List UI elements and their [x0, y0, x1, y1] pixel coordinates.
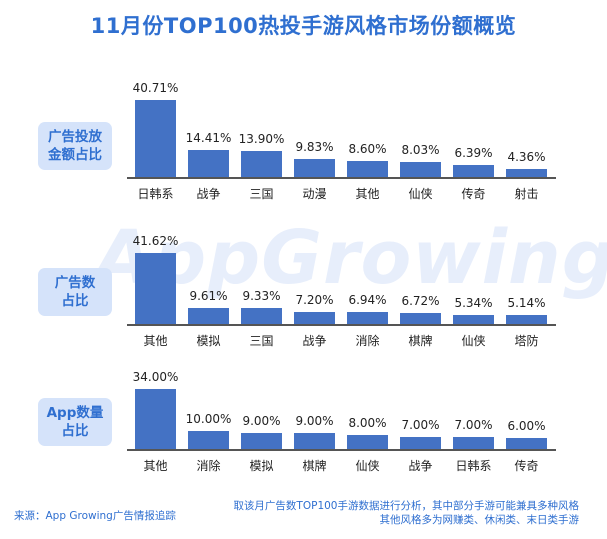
bar-传奇 — [506, 438, 547, 449]
category-label: 其他 — [143, 459, 168, 473]
bar-战争 — [294, 312, 335, 324]
category-label: 模拟 — [196, 334, 221, 348]
value-label: 6.94% — [348, 293, 387, 307]
bar-战争 — [188, 150, 229, 177]
value-label: 9.00% — [242, 414, 281, 428]
bar-消除 — [188, 431, 229, 449]
category-label: 棋牌 — [302, 459, 327, 473]
bar-三国 — [241, 308, 282, 324]
panel-label-ad-spend: 广告投放 金额占比 — [38, 122, 112, 170]
value-label: 7.00% — [401, 418, 440, 432]
category-label: 战争 — [408, 459, 433, 473]
value-label: 8.03% — [401, 143, 440, 157]
method-note-line1: 取该月广告数TOP100手游数据进行分析，其中部分手游可能兼具多种风格 — [233, 500, 579, 512]
category-label: 战争 — [302, 334, 327, 348]
bar-塔防 — [506, 315, 547, 324]
bar-仙侠 — [453, 315, 494, 324]
bar-棋牌 — [294, 433, 335, 449]
value-label: 34.00% — [132, 370, 179, 384]
category-label: 日韩系 — [455, 459, 492, 473]
category-label: 其他 — [143, 334, 168, 348]
bar-战争 — [400, 437, 441, 449]
bar-其他 — [135, 253, 176, 324]
bar-其他 — [347, 161, 388, 177]
value-label: 13.90% — [238, 132, 285, 146]
bar-模拟 — [188, 308, 229, 324]
bar-消除 — [347, 312, 388, 324]
category-label: 模拟 — [249, 459, 274, 473]
value-label: 10.00% — [185, 412, 232, 426]
category-label: 消除 — [196, 459, 221, 473]
value-label: 5.14% — [507, 296, 546, 310]
axis-baseline — [127, 449, 556, 451]
value-label: 9.83% — [295, 140, 334, 154]
category-label: 三国 — [249, 187, 274, 201]
category-label: 传奇 — [514, 459, 539, 473]
value-label: 9.33% — [242, 289, 281, 303]
category-label: 仙侠 — [408, 187, 433, 201]
method-note-line2: 其他风格多为网赚类、休闲类、末日类手游 — [379, 514, 580, 526]
bar-棋牌 — [400, 313, 441, 324]
value-label: 5.34% — [454, 296, 493, 310]
bar-日韩系 — [135, 100, 176, 177]
bar-三国 — [241, 151, 282, 177]
category-label: 战争 — [196, 187, 221, 201]
bar-模拟 — [241, 433, 282, 449]
value-label: 6.72% — [401, 294, 440, 308]
category-label: 三国 — [249, 334, 274, 348]
value-label: 4.36% — [507, 150, 546, 164]
category-label: 塔防 — [514, 334, 539, 348]
bar-其他 — [135, 389, 176, 449]
bar-传奇 — [453, 165, 494, 177]
category-label: 仙侠 — [355, 459, 380, 473]
bar-仙侠 — [400, 162, 441, 177]
watermark: AppGrowing — [95, 215, 607, 301]
category-label: 其他 — [355, 187, 380, 201]
category-label: 射击 — [514, 187, 539, 201]
value-label: 8.60% — [348, 142, 387, 156]
panel-label-app-count: App数量 占比 — [38, 398, 112, 446]
value-label: 41.62% — [132, 234, 179, 248]
value-label: 6.39% — [454, 146, 493, 160]
bar-动漫 — [294, 159, 335, 177]
source-note: 来源：App Growing广告情报追踪 — [14, 510, 176, 522]
category-label: 动漫 — [302, 187, 327, 201]
category-label: 仙侠 — [461, 334, 486, 348]
bar-射击 — [506, 169, 547, 177]
category-label: 棋牌 — [408, 334, 433, 348]
value-label: 8.00% — [348, 416, 387, 430]
value-label: 7.20% — [295, 293, 334, 307]
category-label: 消除 — [355, 334, 380, 348]
value-label: 6.00% — [507, 419, 546, 433]
category-label: 日韩系 — [137, 187, 174, 201]
bar-仙侠 — [347, 435, 388, 449]
bar-日韩系 — [453, 437, 494, 449]
value-label: 9.61% — [189, 289, 228, 303]
axis-baseline — [127, 324, 556, 326]
panel-label-ad-count: 广告数 占比 — [38, 268, 112, 316]
value-label: 40.71% — [132, 81, 179, 95]
chart-title: 11月份TOP100热投手游风格市场份额概览 — [90, 14, 517, 38]
value-label: 7.00% — [454, 418, 493, 432]
value-label: 14.41% — [185, 131, 232, 145]
value-label: 9.00% — [295, 414, 334, 428]
category-label: 传奇 — [461, 187, 486, 201]
axis-baseline — [127, 177, 556, 179]
